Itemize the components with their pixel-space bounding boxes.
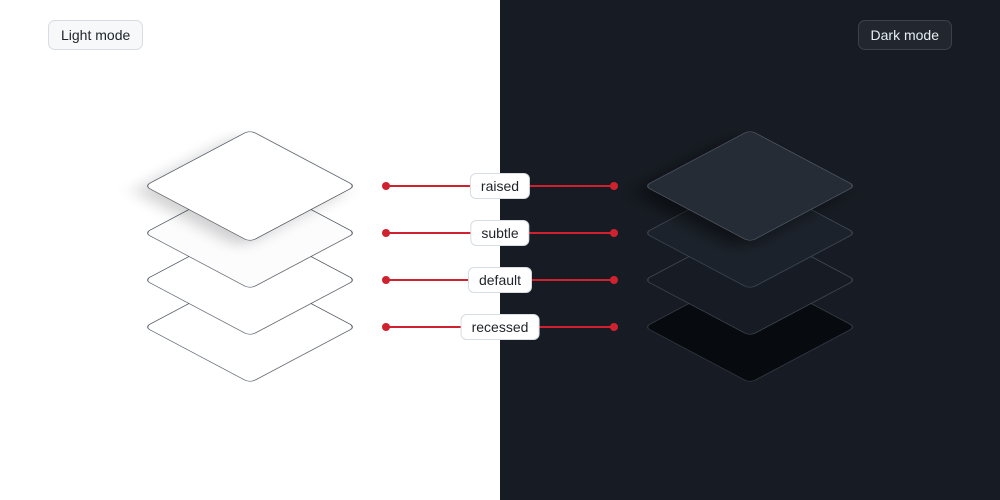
dot-raised-right: [610, 182, 618, 190]
dark-mode-button[interactable]: Dark mode: [858, 20, 952, 50]
dot-recessed-left: [382, 323, 390, 331]
dark-mode-label: Dark mode: [871, 27, 939, 43]
dot-subtle-left: [382, 229, 390, 237]
dot-raised-left: [382, 182, 390, 190]
label-subtle: subtle: [470, 220, 529, 246]
label-recessed-text: recessed: [472, 319, 529, 335]
dot-recessed-right: [610, 323, 618, 331]
label-default: default: [468, 267, 532, 293]
label-raised: raised: [470, 173, 530, 199]
elevation-diagram: Light mode Dark mode raised subtle defau…: [0, 0, 1000, 500]
light-mode-button[interactable]: Light mode: [48, 20, 143, 50]
dot-default-right: [610, 276, 618, 284]
dot-subtle-right: [610, 229, 618, 237]
label-recessed: recessed: [461, 314, 540, 340]
label-default-text: default: [479, 272, 521, 288]
label-subtle-text: subtle: [481, 225, 518, 241]
label-raised-text: raised: [481, 178, 519, 194]
dot-default-left: [382, 276, 390, 284]
light-mode-label: Light mode: [61, 27, 130, 43]
